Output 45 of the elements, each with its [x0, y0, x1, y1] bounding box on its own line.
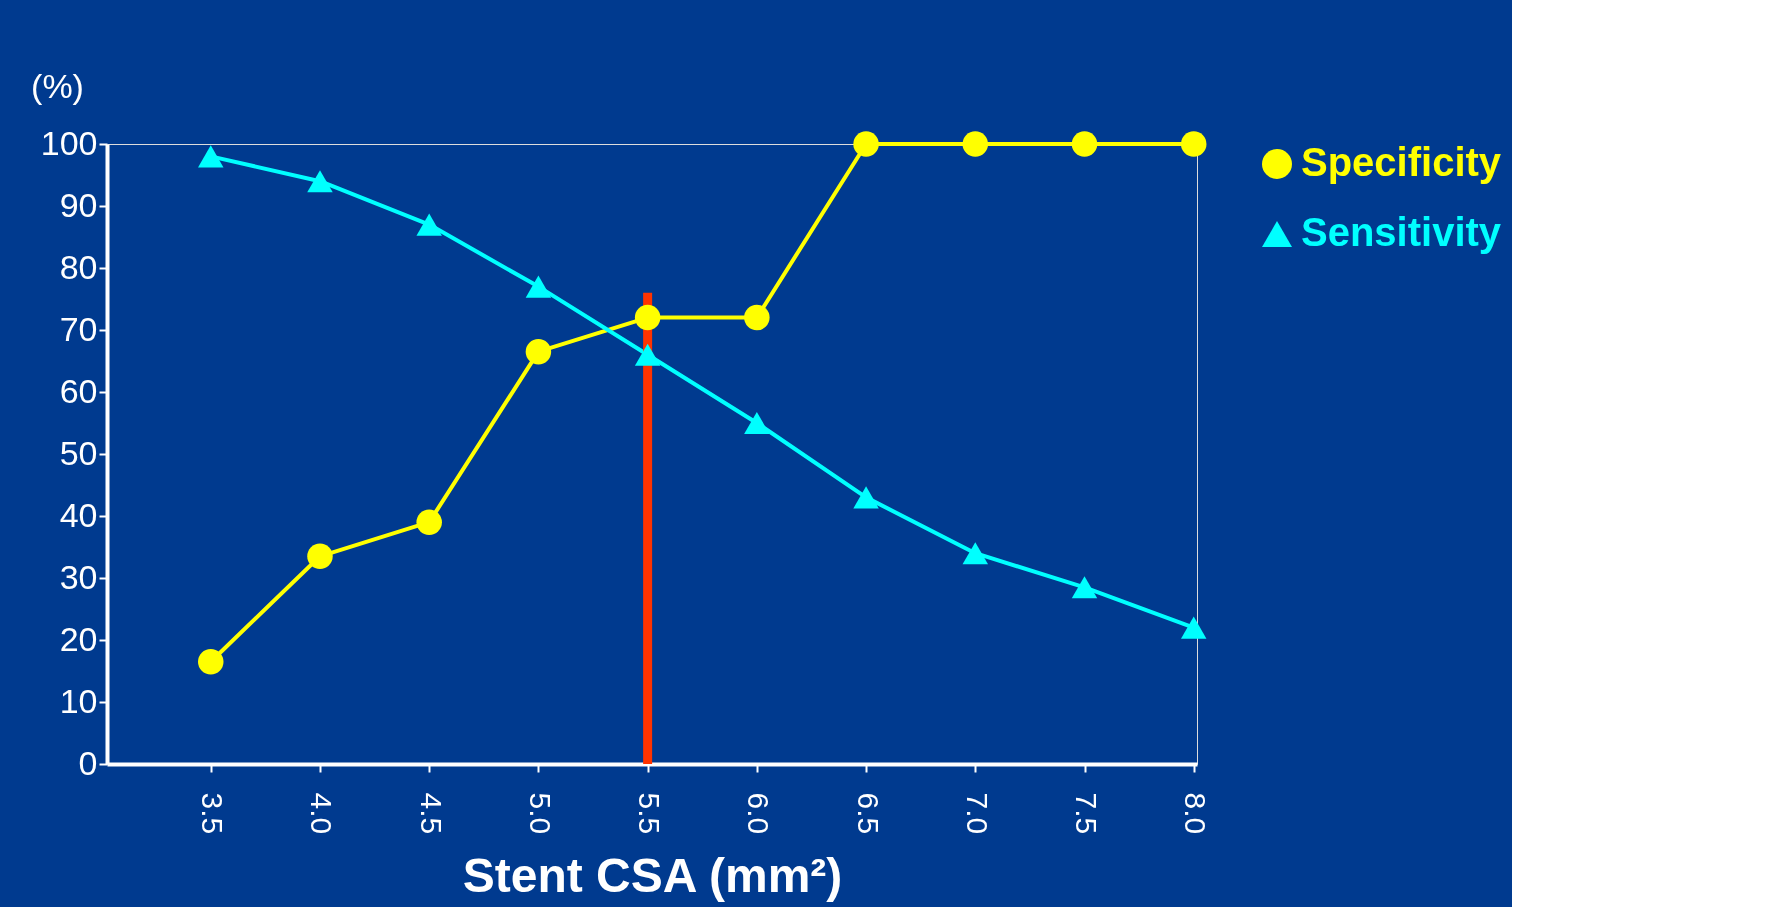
y-tick-label: 20 [59, 619, 98, 658]
point [1071, 131, 1098, 157]
legend-label: Specificity [1301, 140, 1502, 184]
point [198, 648, 224, 675]
y-tick-label: 50 [59, 433, 98, 472]
x-tick-label: 6.5 [851, 792, 885, 835]
point [962, 131, 989, 157]
y-tick-label: 100 [40, 123, 98, 162]
x-tick-label: 5.5 [633, 792, 667, 835]
x-tick-label: 3.5 [196, 792, 230, 835]
x-tick-label: 4.5 [414, 792, 448, 835]
y-tick-label: 60 [59, 371, 98, 410]
x-tick-label: 7.5 [1070, 792, 1104, 835]
point [634, 304, 661, 331]
y-tick-label: 30 [59, 557, 98, 596]
point [525, 338, 552, 365]
point [307, 170, 333, 193]
y-tick-label: 40 [59, 495, 98, 534]
point [416, 509, 442, 535]
x-tick-label: 8.0 [1179, 792, 1213, 835]
point [853, 486, 879, 509]
y-tick-label: 70 [59, 309, 98, 348]
point [307, 543, 333, 570]
y-tick-label: 80 [59, 247, 98, 286]
point [525, 275, 552, 298]
x-tick-label: 7.0 [960, 792, 994, 835]
point [1180, 131, 1207, 157]
y-tick-label: 10 [59, 681, 98, 720]
point [634, 343, 661, 366]
y-axis-title: (%) [31, 66, 84, 105]
point [416, 213, 442, 236]
legend-label: Sensitivity [1301, 210, 1502, 254]
point [1180, 616, 1207, 639]
y-tick-label: 0 [78, 743, 98, 782]
point [1071, 576, 1098, 599]
x-tick-label: 4.0 [305, 792, 339, 835]
point [962, 542, 989, 565]
point [744, 411, 770, 435]
x-tick-label: 5.0 [523, 792, 557, 835]
x-axis-title: Stent CSA (mm²) [462, 849, 843, 903]
x-tick-label: 6.0 [742, 792, 776, 835]
y-tick-label: 90 [59, 185, 98, 224]
point [744, 304, 770, 331]
point [198, 145, 224, 168]
point [853, 131, 879, 157]
